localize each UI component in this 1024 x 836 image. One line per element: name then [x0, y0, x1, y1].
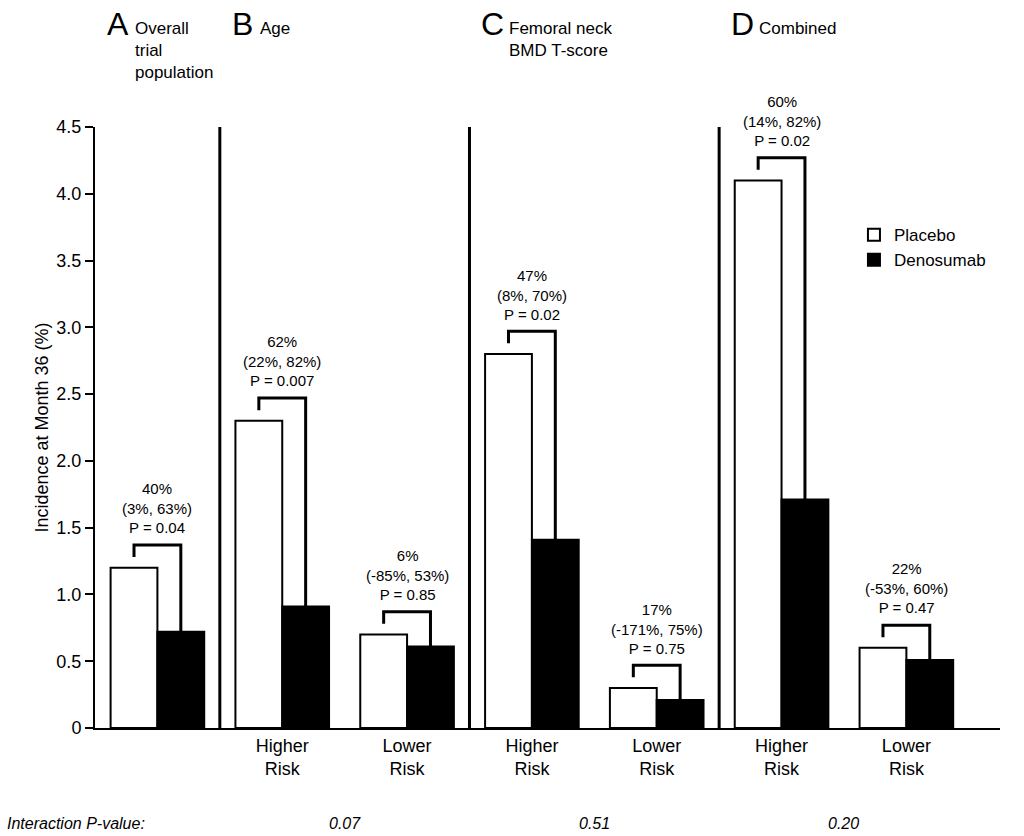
svg-text:2.5: 2.5 — [56, 384, 81, 404]
svg-text:1.5: 1.5 — [56, 518, 81, 538]
svg-text:HigherRisk: HigherRisk — [256, 736, 309, 779]
svg-text:Overalltrialpopulation: Overalltrialpopulation — [135, 19, 213, 82]
svg-text:3.0: 3.0 — [56, 318, 81, 338]
svg-text:LowerRisk: LowerRisk — [632, 736, 681, 779]
svg-text:Placebo: Placebo — [894, 226, 955, 245]
svg-text:40%(3%, 63%)P = 0.04: 40%(3%, 63%)P = 0.04 — [122, 480, 192, 536]
svg-text:HigherRisk: HigherRisk — [505, 736, 558, 779]
svg-text:1.0: 1.0 — [56, 585, 81, 605]
svg-text:Incidence at Month 36 (%): Incidence at Month 36 (%) — [32, 322, 52, 532]
svg-text:22%(-53%, 60%)P = 0.47: 22%(-53%, 60%)P = 0.47 — [865, 560, 948, 616]
svg-text:62%(22%, 82%)P = 0.007: 62%(22%, 82%)P = 0.007 — [243, 333, 321, 389]
svg-text:A: A — [107, 6, 129, 42]
svg-text:0: 0 — [71, 718, 81, 738]
svg-text:Combined: Combined — [759, 19, 837, 38]
svg-text:17%(-171%, 75%)P = 0.75: 17%(-171%, 75%)P = 0.75 — [611, 601, 703, 657]
svg-text:0.5: 0.5 — [56, 652, 81, 672]
svg-text:3.5: 3.5 — [56, 251, 81, 271]
svg-text:C: C — [481, 6, 504, 42]
svg-text:4.5: 4.5 — [56, 117, 81, 137]
svg-text:0.07: 0.07 — [329, 815, 361, 832]
svg-text:60%(14%, 82%)P = 0.02: 60%(14%, 82%)P = 0.02 — [743, 93, 821, 149]
svg-text:2.0: 2.0 — [56, 451, 81, 471]
svg-text:D: D — [731, 6, 754, 42]
svg-text:Interaction P-value:: Interaction P-value: — [7, 815, 145, 832]
svg-text:6%(-85%, 53%)P = 0.85: 6%(-85%, 53%)P = 0.85 — [366, 547, 449, 603]
svg-text:Age: Age — [260, 19, 290, 38]
svg-text:LowerRisk: LowerRisk — [882, 736, 931, 779]
svg-text:0.51: 0.51 — [579, 815, 610, 832]
svg-text:Femoral neckBMD T-score: Femoral neckBMD T-score — [509, 19, 612, 60]
svg-text:4.0: 4.0 — [56, 184, 81, 204]
svg-text:Denosumab: Denosumab — [894, 251, 986, 270]
svg-text:0.20: 0.20 — [828, 815, 859, 832]
svg-text:LowerRisk: LowerRisk — [383, 736, 432, 779]
svg-text:47%(8%, 70%)P = 0.02: 47%(8%, 70%)P = 0.02 — [497, 267, 567, 323]
svg-text:HigherRisk: HigherRisk — [755, 736, 808, 779]
svg-text:B: B — [232, 6, 253, 42]
